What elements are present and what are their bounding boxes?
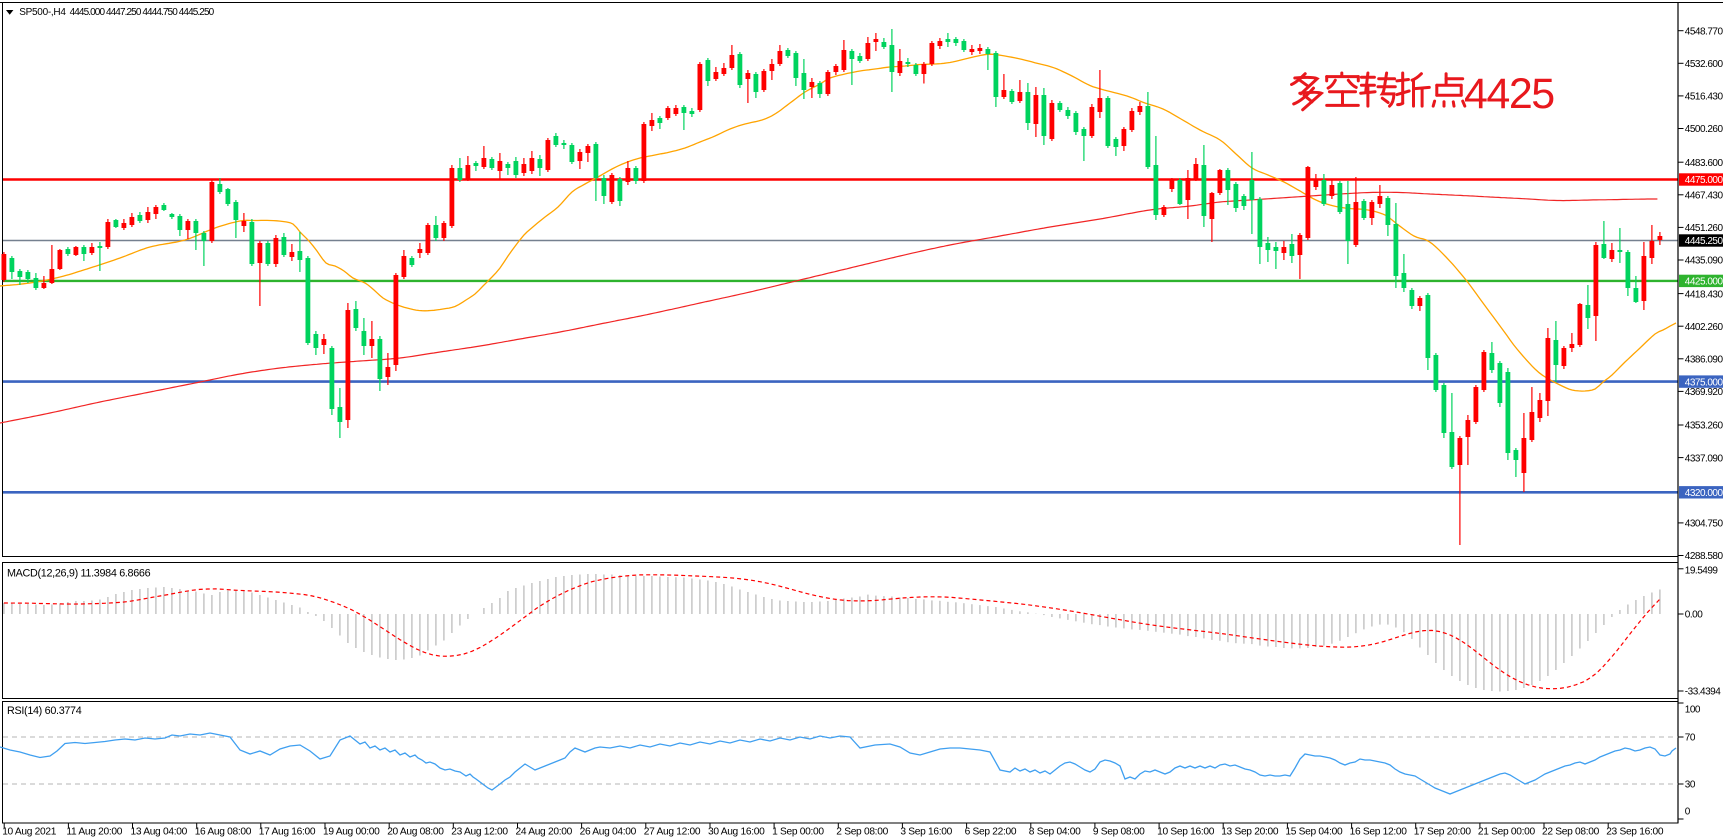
svg-text:21 Sep 00:00: 21 Sep 00:00 [1478,827,1536,838]
svg-text:16 Aug 08:00: 16 Aug 08:00 [195,827,252,838]
svg-text:27 Aug 12:00: 27 Aug 12:00 [644,827,701,838]
svg-text:4425.000: 4425.000 [1685,277,1723,288]
svg-text:20 Aug 08:00: 20 Aug 08:00 [387,827,444,838]
svg-text:9 Sep 08:00: 9 Sep 08:00 [1093,827,1145,838]
svg-text:10 Aug 2021: 10 Aug 2021 [2,827,57,838]
svg-text:4445.250: 4445.250 [1685,236,1723,247]
svg-text:26 Aug 04:00: 26 Aug 04:00 [580,827,637,838]
svg-text:19.5499: 19.5499 [1685,566,1719,577]
svg-text:4435.090: 4435.090 [1685,256,1723,267]
svg-text:13 Aug 04:00: 13 Aug 04:00 [131,827,188,838]
svg-text:11 Aug 20:00: 11 Aug 20:00 [66,827,122,838]
svg-text:1 Sep 00:00: 1 Sep 00:00 [772,827,824,838]
svg-text:4418.430: 4418.430 [1685,289,1723,300]
svg-text:0: 0 [1685,807,1691,818]
svg-text:17 Sep 20:00: 17 Sep 20:00 [1414,827,1472,838]
svg-text:MACD(12,26,9) 11.3984 6.8666: MACD(12,26,9) 11.3984 6.8666 [7,568,151,580]
svg-text:4475.000: 4475.000 [1685,175,1723,186]
svg-text:-33.4394: -33.4394 [1685,687,1721,698]
svg-text:22 Sep 08:00: 22 Sep 08:00 [1542,827,1600,838]
svg-text:4304.750: 4304.750 [1685,519,1723,530]
svg-text:4467.430: 4467.430 [1685,191,1723,202]
svg-text:4483.600: 4483.600 [1685,158,1723,169]
svg-text:4353.260: 4353.260 [1685,421,1723,432]
svg-text:0.00: 0.00 [1685,610,1703,621]
svg-text:30: 30 [1685,780,1696,791]
svg-text:RSI(14) 60.3774: RSI(14) 60.3774 [7,705,82,717]
svg-text:4337.090: 4337.090 [1685,453,1723,464]
svg-text:19 Aug 00:00: 19 Aug 00:00 [323,827,380,838]
svg-text:16 Sep 12:00: 16 Sep 12:00 [1350,827,1408,838]
svg-text:4425: 4425 [1464,70,1554,118]
svg-text:23 Sep 16:00: 23 Sep 16:00 [1606,827,1664,838]
svg-text:SP500-,H4: SP500-,H4 [19,7,66,18]
svg-text:4386.090: 4386.090 [1685,355,1723,366]
svg-text:17 Aug 16:00: 17 Aug 16:00 [259,827,316,838]
svg-text:3 Sep 16:00: 3 Sep 16:00 [900,827,952,838]
svg-text:4402.260: 4402.260 [1685,322,1723,333]
svg-text:4516.430: 4516.430 [1685,92,1723,103]
svg-text:4532.600: 4532.600 [1685,59,1723,70]
svg-text:13 Sep 20:00: 13 Sep 20:00 [1221,827,1279,838]
svg-text:4548.770: 4548.770 [1685,26,1723,37]
svg-text:4369.920: 4369.920 [1685,387,1723,398]
svg-text:15 Sep 04:00: 15 Sep 04:00 [1285,827,1343,838]
svg-text:23 Aug 12:00: 23 Aug 12:00 [451,827,508,838]
svg-text:100: 100 [1685,705,1701,716]
svg-text:8 Sep 04:00: 8 Sep 04:00 [1029,827,1081,838]
svg-text:4451.260: 4451.260 [1685,223,1723,234]
svg-text:4445.000 4447.250 4444.750 444: 4445.000 4447.250 4444.750 4445.250 [70,7,215,18]
svg-text:4500.260: 4500.260 [1685,124,1723,135]
svg-text:4288.580: 4288.580 [1685,551,1723,562]
svg-text:4375.000: 4375.000 [1685,377,1723,388]
svg-text:10 Sep 16:00: 10 Sep 16:00 [1157,827,1215,838]
svg-text:24 Aug 20:00: 24 Aug 20:00 [516,827,573,838]
svg-text:70: 70 [1685,733,1696,744]
svg-text:6 Sep 22:00: 6 Sep 22:00 [965,827,1017,838]
svg-text:4320.000: 4320.000 [1685,488,1723,499]
svg-text:30 Aug 16:00: 30 Aug 16:00 [708,827,765,838]
svg-text:2 Sep 08:00: 2 Sep 08:00 [836,827,888,838]
